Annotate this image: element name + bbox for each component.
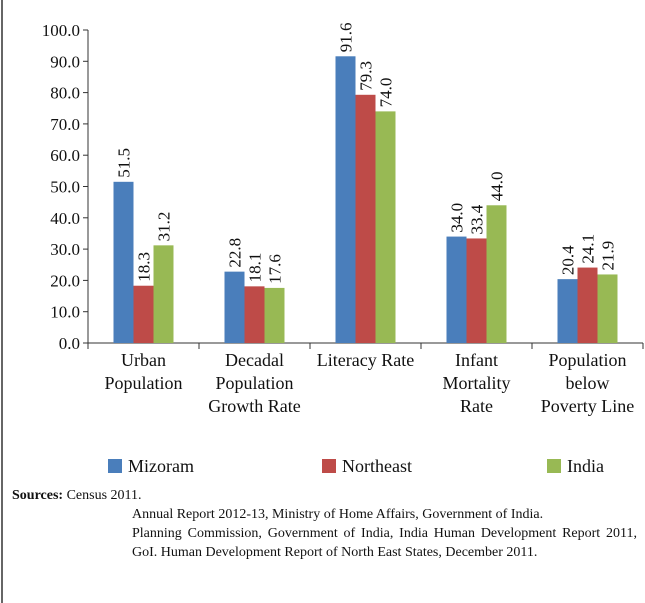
bar: [486, 205, 507, 343]
bar: [113, 181, 134, 343]
y-tick-label: 60.0: [50, 146, 80, 165]
x-tick-label: Urban Population: [104, 350, 183, 393]
legend-item: Mizoram: [108, 456, 194, 477]
sources-first: Sources: Census 2011.: [12, 486, 637, 505]
y-tick-label: 100.0: [42, 21, 80, 40]
source-line: Planning Commission, Government of India…: [132, 526, 637, 560]
bar: [355, 94, 376, 343]
value-label: 33.4: [468, 204, 487, 234]
legend-item: India: [547, 456, 604, 477]
y-tick-label: 40.0: [50, 209, 80, 228]
value-label: 20.4: [559, 245, 578, 275]
bar: [577, 267, 598, 343]
y-tick-label: 20.0: [50, 271, 80, 290]
source-line: Annual Report 2012-13, Ministry of Home …: [132, 507, 544, 522]
value-label: 44.0: [488, 172, 507, 202]
bar: [224, 271, 245, 343]
legend-swatch: [547, 459, 561, 473]
legend-swatch: [322, 459, 336, 473]
bar: [446, 236, 467, 343]
y-tick-label: 10.0: [50, 303, 80, 322]
bar: [335, 56, 356, 344]
value-label: 79.3: [357, 61, 376, 91]
bar: [597, 274, 618, 343]
bar: [375, 111, 396, 343]
y-tick-label: 50.0: [50, 178, 80, 197]
source-line: Census 2011.: [66, 488, 142, 503]
legend-label: India: [567, 456, 604, 476]
value-label: 18.1: [246, 253, 265, 283]
value-label: 51.5: [115, 148, 134, 178]
value-label: 31.2: [155, 212, 174, 242]
y-tick-label: 30.0: [50, 240, 80, 259]
y-tick-label: 90.0: [50, 52, 80, 71]
value-label: 74.0: [377, 78, 396, 108]
bar: [466, 238, 487, 343]
value-label: 18.3: [135, 252, 154, 282]
value-label: 22.8: [226, 238, 245, 268]
bar: [264, 287, 285, 343]
bar: [153, 245, 174, 343]
y-tick-label: 0.0: [59, 334, 80, 353]
value-label: 24.1: [579, 234, 598, 264]
x-tick-label: Literacy Rate: [316, 350, 415, 370]
y-tick-label: 80.0: [50, 84, 80, 103]
bar: [133, 285, 154, 343]
bar: [244, 286, 265, 343]
sources: Sources: Census 2011. Annual Report 2012…: [12, 486, 637, 562]
value-label: 17.6: [266, 254, 285, 284]
x-tick-label: Decadal Population Growth Rate: [208, 350, 301, 416]
value-label: 34.0: [448, 203, 467, 233]
legend-label: Northeast: [342, 456, 412, 476]
value-label: 91.6: [337, 23, 356, 53]
bar: [557, 279, 578, 343]
x-tick-label: Population below Poverty Line: [540, 350, 635, 416]
sources-label: Sources:: [12, 488, 64, 503]
legend-label: Mizoram: [128, 456, 194, 476]
y-tick-label: 70.0: [50, 115, 80, 134]
x-tick-label: Infant Mortality Rate: [442, 350, 511, 416]
legend-swatch: [108, 459, 122, 473]
value-label: 21.9: [599, 241, 618, 271]
legend-item: Northeast: [322, 456, 412, 477]
